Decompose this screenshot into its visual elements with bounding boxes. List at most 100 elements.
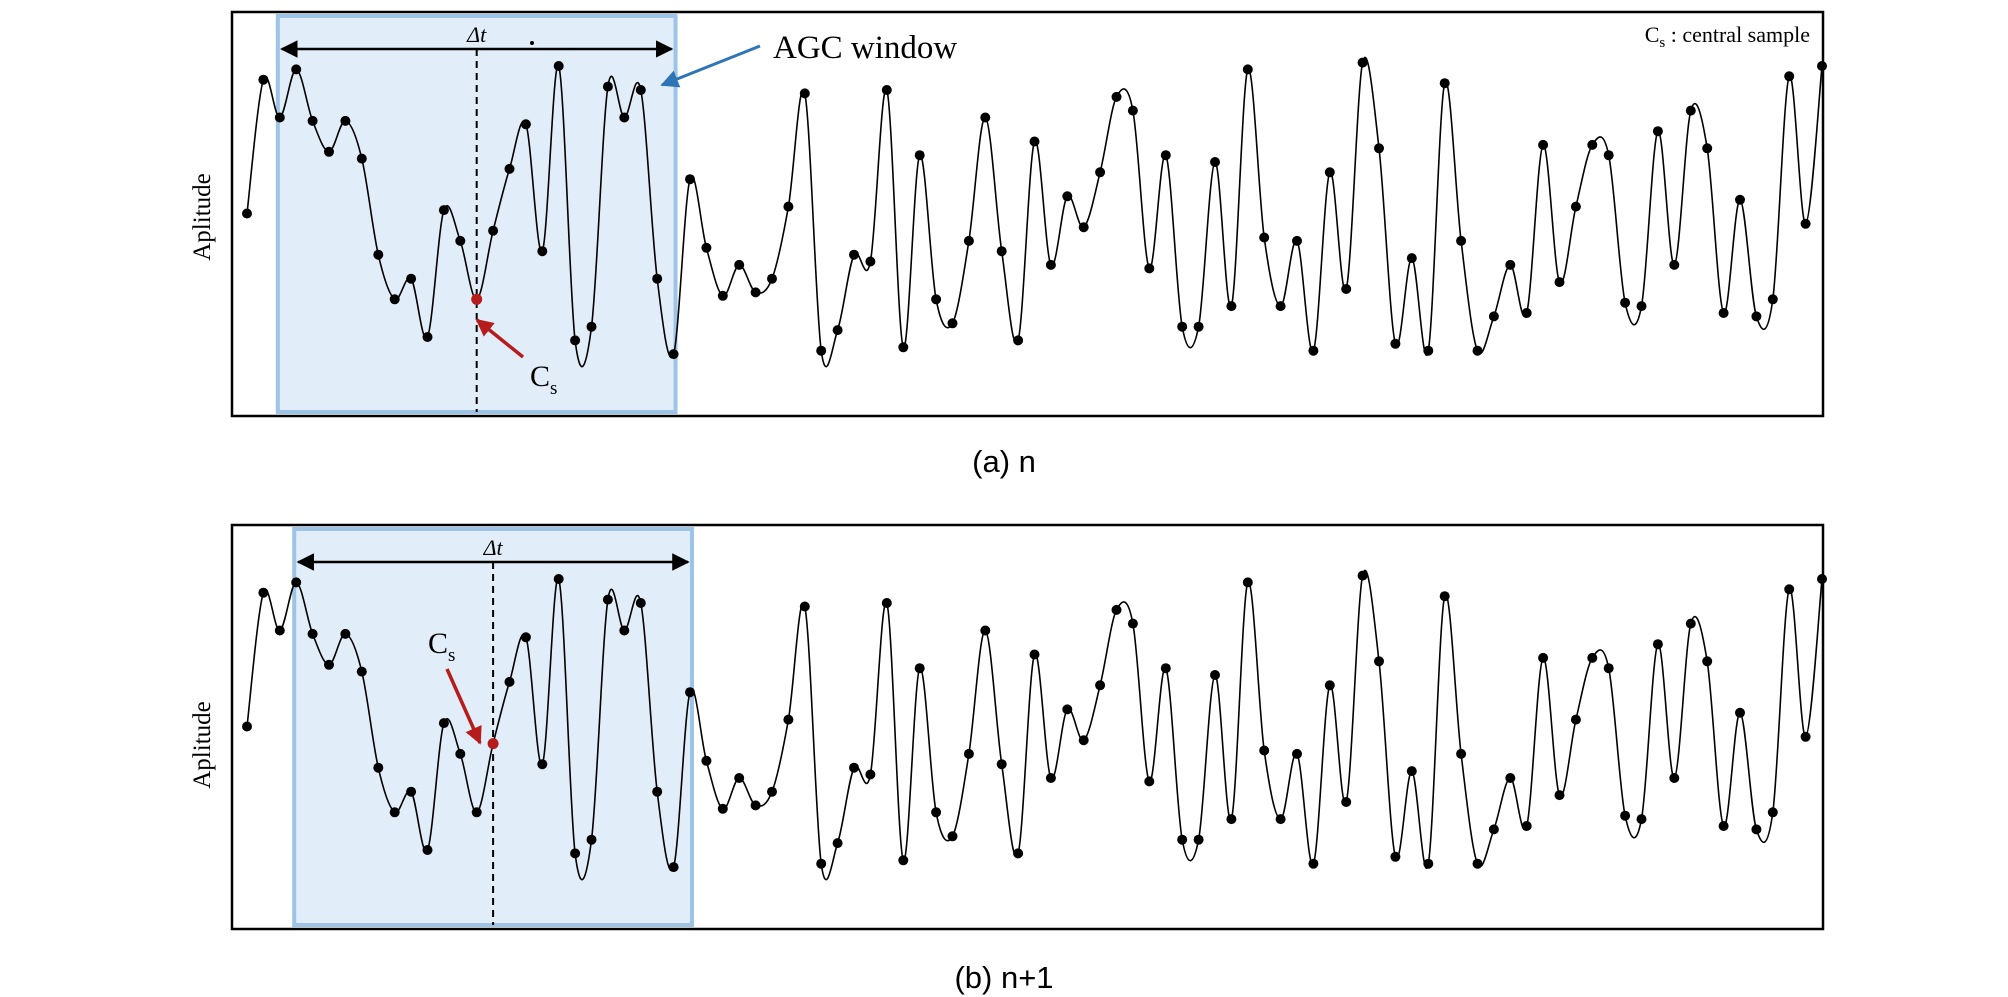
sample-point	[1177, 321, 1188, 332]
sample-point	[1472, 345, 1483, 356]
sample-point	[701, 755, 712, 766]
sample-point	[635, 598, 646, 608]
sample-point	[980, 112, 991, 123]
sample-point	[537, 246, 548, 257]
sample-point	[1521, 821, 1532, 831]
legend-cs-sub: s	[1659, 35, 1665, 51]
sample-point	[1210, 670, 1220, 680]
sample-point	[1570, 714, 1581, 725]
sample-point	[586, 834, 597, 845]
sample-point	[1767, 294, 1778, 305]
sample-point	[1127, 105, 1138, 116]
sample-point	[832, 838, 843, 849]
sample-point	[717, 290, 728, 301]
sample-point	[734, 773, 745, 783]
sample-point	[258, 74, 269, 85]
sample-point	[1308, 345, 1319, 356]
sample-point	[356, 666, 367, 677]
central-sample-label-a: Cs	[530, 360, 557, 399]
sample-point	[373, 249, 384, 260]
sample-point	[455, 235, 466, 246]
sample-point	[799, 601, 810, 612]
sample-point	[1292, 235, 1302, 246]
sample-point	[1275, 301, 1286, 312]
sample-point	[1423, 858, 1434, 869]
sample-point	[406, 786, 417, 797]
sample-point	[1636, 814, 1647, 825]
sample-point	[1800, 731, 1811, 742]
sample-point	[1784, 71, 1795, 82]
sample-point	[1570, 201, 1581, 212]
sample-point	[963, 235, 974, 246]
sample-point	[865, 769, 876, 780]
central-sample-point	[487, 738, 499, 750]
sample-point	[520, 632, 531, 643]
sample-point	[438, 205, 449, 216]
panel-caption-b: (b) n+1	[954, 960, 1053, 995]
sample-point	[947, 318, 958, 329]
sample-point	[1423, 345, 1434, 356]
central-sample-label-b: Cs	[428, 627, 455, 666]
sample-point	[963, 748, 974, 759]
sample-point	[1160, 663, 1171, 674]
central-sample-arrow-b	[445, 668, 482, 745]
sample-point	[1702, 656, 1713, 667]
sample-point	[635, 85, 646, 95]
sample-point	[1488, 824, 1499, 835]
panel-a: Δt Aplitude AGC window Cs : central samp…	[189, 10, 1827, 479]
sample-point	[1652, 126, 1663, 137]
sample-point	[1800, 218, 1811, 229]
sample-point	[1538, 139, 1549, 150]
sample-point	[717, 803, 728, 814]
sample-point	[1324, 167, 1335, 178]
sample-point	[1456, 235, 1467, 246]
sample-point	[504, 163, 515, 174]
sample-point	[291, 577, 302, 588]
sample-point	[1029, 649, 1040, 660]
sample-point	[242, 721, 252, 732]
sample-point	[1735, 194, 1745, 205]
sample-point	[1029, 136, 1040, 147]
sample-point	[1226, 301, 1237, 312]
sample-point	[373, 762, 384, 773]
sample-point	[1193, 834, 1204, 845]
sample-point	[1685, 105, 1696, 116]
sample-point	[1620, 297, 1631, 308]
sample-point	[1292, 748, 1302, 759]
sample-point	[1767, 807, 1778, 818]
sample-point	[504, 676, 515, 687]
sample-point	[324, 146, 334, 157]
sample-point	[1636, 301, 1647, 312]
sample-point	[1045, 773, 1056, 783]
sample-point	[996, 246, 1007, 257]
sample-point	[1062, 704, 1073, 715]
sample-point	[1554, 790, 1565, 801]
sample-point	[422, 332, 433, 342]
sample-point	[537, 759, 548, 770]
agc-window-label: AGC window	[773, 30, 957, 66]
sample-point	[1242, 577, 1253, 588]
plot-frame-b	[230, 523, 1825, 931]
sample-point	[1538, 652, 1549, 663]
sample-point	[1127, 618, 1138, 629]
panel-caption-a: (a) n	[972, 444, 1036, 479]
sample-point	[947, 831, 958, 842]
sample-point	[1078, 735, 1089, 746]
sample-point	[685, 174, 695, 185]
sample-point	[1095, 680, 1106, 691]
sample-point	[1718, 308, 1729, 318]
sample-point	[914, 663, 925, 674]
sample-point	[520, 119, 531, 130]
sample-point	[1439, 591, 1450, 602]
sample-point	[1685, 618, 1696, 629]
sample-point	[685, 687, 695, 698]
sample-point	[767, 273, 777, 284]
sample-point	[1620, 810, 1631, 821]
sample-point	[996, 759, 1007, 770]
sample-point	[668, 349, 679, 360]
sample-point	[570, 848, 581, 859]
sample-point	[602, 594, 613, 605]
sample-point	[389, 294, 400, 305]
sample-point	[1013, 335, 1024, 346]
sample-point	[1242, 64, 1253, 75]
